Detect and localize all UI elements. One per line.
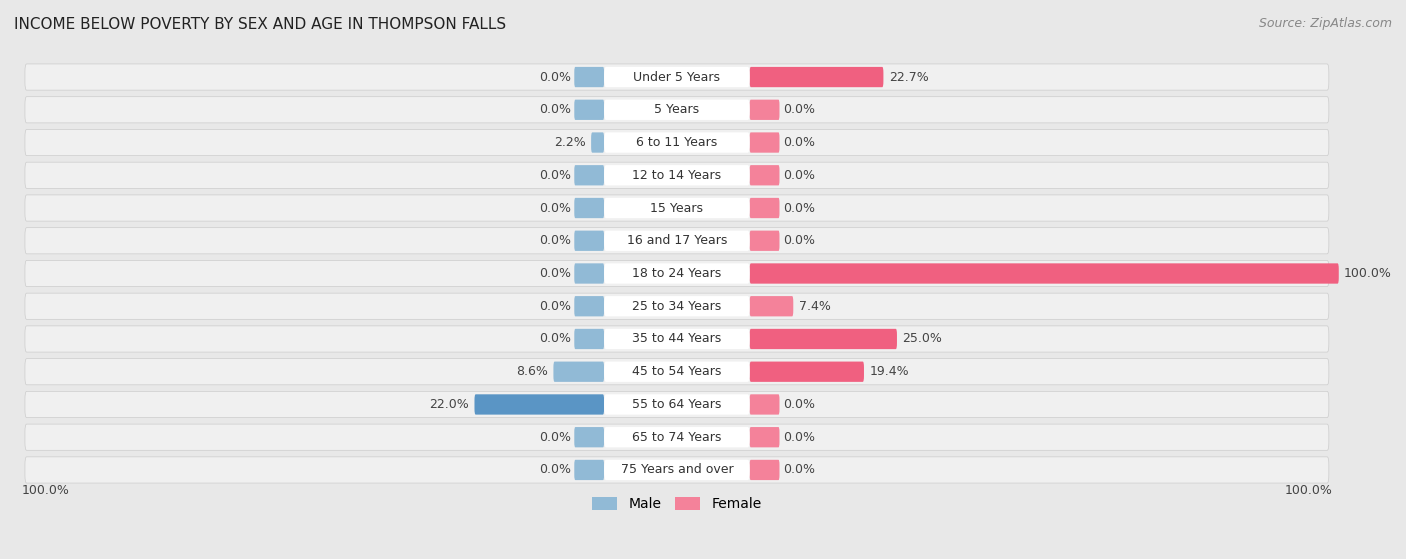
FancyBboxPatch shape: [574, 460, 605, 480]
Text: 0.0%: 0.0%: [783, 169, 815, 182]
FancyBboxPatch shape: [25, 195, 1329, 221]
Text: 0.0%: 0.0%: [783, 430, 815, 444]
Text: 35 to 44 Years: 35 to 44 Years: [633, 333, 721, 345]
Text: 5 Years: 5 Years: [654, 103, 699, 116]
FancyBboxPatch shape: [605, 198, 749, 218]
Text: 0.0%: 0.0%: [538, 201, 571, 215]
Text: 25 to 34 Years: 25 to 34 Years: [633, 300, 721, 312]
FancyBboxPatch shape: [25, 260, 1329, 287]
Text: 22.7%: 22.7%: [889, 70, 928, 83]
FancyBboxPatch shape: [25, 97, 1329, 123]
Text: 19.4%: 19.4%: [869, 365, 908, 378]
FancyBboxPatch shape: [605, 132, 749, 153]
FancyBboxPatch shape: [749, 231, 779, 251]
Text: 2.2%: 2.2%: [554, 136, 586, 149]
FancyBboxPatch shape: [749, 362, 863, 382]
FancyBboxPatch shape: [749, 263, 1339, 283]
FancyBboxPatch shape: [605, 231, 749, 251]
Text: Source: ZipAtlas.com: Source: ZipAtlas.com: [1258, 17, 1392, 30]
Text: 25.0%: 25.0%: [903, 333, 942, 345]
FancyBboxPatch shape: [749, 460, 779, 480]
FancyBboxPatch shape: [25, 162, 1329, 188]
FancyBboxPatch shape: [605, 329, 749, 349]
Text: 0.0%: 0.0%: [783, 103, 815, 116]
FancyBboxPatch shape: [749, 427, 779, 447]
Text: 0.0%: 0.0%: [538, 169, 571, 182]
FancyBboxPatch shape: [25, 228, 1329, 254]
FancyBboxPatch shape: [574, 198, 605, 218]
FancyBboxPatch shape: [574, 231, 605, 251]
FancyBboxPatch shape: [574, 67, 605, 87]
Text: 45 to 54 Years: 45 to 54 Years: [633, 365, 721, 378]
Text: 0.0%: 0.0%: [783, 201, 815, 215]
FancyBboxPatch shape: [749, 165, 779, 186]
Text: 0.0%: 0.0%: [783, 463, 815, 476]
FancyBboxPatch shape: [605, 67, 749, 87]
Text: 0.0%: 0.0%: [538, 333, 571, 345]
Text: 0.0%: 0.0%: [783, 136, 815, 149]
Text: 8.6%: 8.6%: [516, 365, 548, 378]
FancyBboxPatch shape: [605, 165, 749, 186]
Text: 7.4%: 7.4%: [799, 300, 831, 312]
FancyBboxPatch shape: [749, 198, 779, 218]
FancyBboxPatch shape: [749, 394, 779, 415]
FancyBboxPatch shape: [749, 329, 897, 349]
Text: 15 Years: 15 Years: [651, 201, 703, 215]
FancyBboxPatch shape: [25, 424, 1329, 451]
Text: 0.0%: 0.0%: [538, 103, 571, 116]
FancyBboxPatch shape: [605, 362, 749, 382]
Text: 0.0%: 0.0%: [538, 234, 571, 247]
Text: 18 to 24 Years: 18 to 24 Years: [633, 267, 721, 280]
FancyBboxPatch shape: [605, 460, 749, 480]
FancyBboxPatch shape: [554, 362, 605, 382]
FancyBboxPatch shape: [25, 293, 1329, 319]
FancyBboxPatch shape: [749, 100, 779, 120]
FancyBboxPatch shape: [474, 394, 605, 415]
Text: 0.0%: 0.0%: [783, 234, 815, 247]
FancyBboxPatch shape: [605, 427, 749, 447]
Text: Under 5 Years: Under 5 Years: [633, 70, 720, 83]
FancyBboxPatch shape: [25, 457, 1329, 483]
FancyBboxPatch shape: [591, 132, 605, 153]
FancyBboxPatch shape: [25, 359, 1329, 385]
Text: 55 to 64 Years: 55 to 64 Years: [633, 398, 721, 411]
FancyBboxPatch shape: [25, 391, 1329, 418]
FancyBboxPatch shape: [605, 394, 749, 415]
FancyBboxPatch shape: [574, 329, 605, 349]
FancyBboxPatch shape: [749, 132, 779, 153]
Text: 0.0%: 0.0%: [783, 398, 815, 411]
Text: 0.0%: 0.0%: [538, 300, 571, 312]
Text: 0.0%: 0.0%: [538, 267, 571, 280]
FancyBboxPatch shape: [25, 64, 1329, 90]
Text: 22.0%: 22.0%: [429, 398, 470, 411]
Text: 12 to 14 Years: 12 to 14 Years: [633, 169, 721, 182]
Text: 6 to 11 Years: 6 to 11 Years: [637, 136, 717, 149]
Legend: Male, Female: Male, Female: [586, 491, 768, 517]
FancyBboxPatch shape: [605, 100, 749, 120]
FancyBboxPatch shape: [574, 263, 605, 283]
FancyBboxPatch shape: [605, 296, 749, 316]
FancyBboxPatch shape: [749, 296, 793, 316]
FancyBboxPatch shape: [574, 296, 605, 316]
FancyBboxPatch shape: [25, 130, 1329, 155]
Text: INCOME BELOW POVERTY BY SEX AND AGE IN THOMPSON FALLS: INCOME BELOW POVERTY BY SEX AND AGE IN T…: [14, 17, 506, 32]
FancyBboxPatch shape: [25, 326, 1329, 352]
Text: 0.0%: 0.0%: [538, 430, 571, 444]
Text: 100.0%: 100.0%: [1284, 484, 1331, 497]
Text: 65 to 74 Years: 65 to 74 Years: [633, 430, 721, 444]
FancyBboxPatch shape: [574, 100, 605, 120]
FancyBboxPatch shape: [574, 165, 605, 186]
FancyBboxPatch shape: [574, 427, 605, 447]
FancyBboxPatch shape: [605, 263, 749, 283]
Text: 75 Years and over: 75 Years and over: [620, 463, 733, 476]
Text: 0.0%: 0.0%: [538, 70, 571, 83]
Text: 100.0%: 100.0%: [1344, 267, 1392, 280]
FancyBboxPatch shape: [749, 67, 883, 87]
Text: 100.0%: 100.0%: [21, 484, 69, 497]
Text: 0.0%: 0.0%: [538, 463, 571, 476]
Text: 16 and 17 Years: 16 and 17 Years: [627, 234, 727, 247]
